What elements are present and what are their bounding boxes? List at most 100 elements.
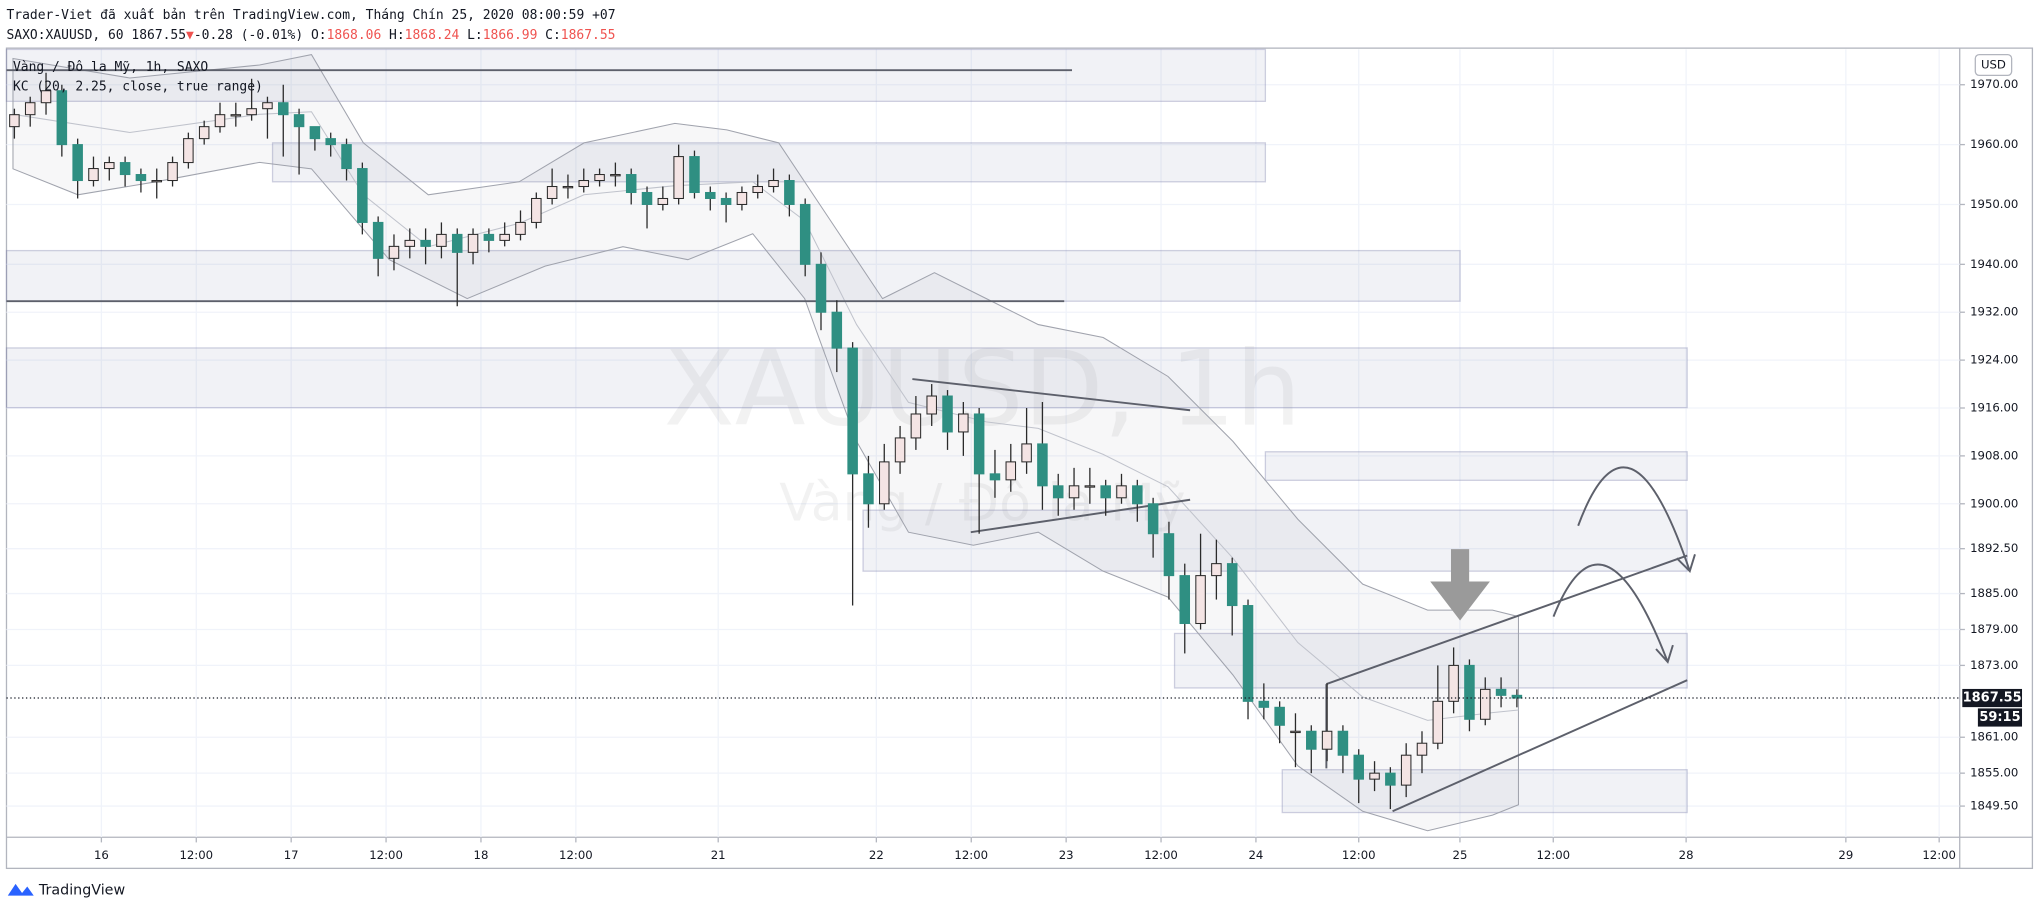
- candle-body: [341, 144, 352, 170]
- watermark-subtitle: Vàng / Đô la Mỹ: [779, 473, 1185, 533]
- candle-body: [942, 395, 953, 433]
- candle-body: [388, 245, 400, 259]
- candle-body: [167, 162, 178, 182]
- x-tick-label: 12:00: [559, 848, 593, 862]
- candle-body: [1037, 443, 1048, 487]
- o-label: O:: [311, 28, 327, 43]
- x-tick-label: 18: [474, 848, 489, 862]
- candle-body: [325, 138, 336, 146]
- candle-body: [784, 180, 795, 205]
- candle-body: [657, 197, 669, 205]
- y-tick-label: 1950.00: [1970, 197, 2018, 211]
- x-tick-label: 12:00: [369, 848, 403, 862]
- candle-body: [546, 185, 558, 200]
- zone: [1281, 769, 1688, 814]
- candle-body: [1416, 742, 1428, 756]
- candle-body: [815, 263, 827, 313]
- candle-body: [436, 233, 447, 247]
- candle-body: [515, 221, 526, 235]
- candle-body: [926, 395, 937, 415]
- candle-body: [309, 126, 321, 140]
- candle-body: [689, 156, 700, 194]
- change: -0.28 (-0.01%): [194, 28, 303, 43]
- y-tick-label: 1885.00: [1970, 586, 2018, 600]
- candle-body: [1084, 485, 1096, 488]
- candle-body: [910, 413, 922, 439]
- publisher-line: Trader-Viet đã xuất bản trên TradingView…: [6, 8, 615, 23]
- zone: [862, 509, 1688, 572]
- candle-body: [610, 174, 621, 177]
- y-tick-label: 1940.00: [1970, 257, 2018, 271]
- candle-body: [1132, 485, 1143, 505]
- x-tick-label: 12:00: [1536, 848, 1570, 862]
- candle-body: [1242, 605, 1254, 702]
- candle-body: [1195, 575, 1206, 625]
- y-tick-label: 1873.00: [1970, 658, 2018, 672]
- countdown-bg: [1977, 708, 2023, 727]
- brand: TradingView: [38, 882, 126, 898]
- candle-body: [768, 180, 779, 188]
- zone: [271, 142, 1267, 183]
- currency[interactable]: USD: [1981, 58, 2006, 72]
- x-tick-label: 25: [1453, 848, 1468, 862]
- high-value: 1868.24: [405, 28, 460, 43]
- down-arrow-icon: [1430, 549, 1490, 621]
- h-label: H:: [389, 28, 405, 43]
- candle-body: [1290, 730, 1301, 734]
- candle-body: [119, 162, 131, 176]
- candle-body: [894, 437, 906, 463]
- x-tick-label: 17: [284, 848, 299, 862]
- x-tick-label: 12:00: [179, 848, 213, 862]
- candle-body: [467, 233, 479, 253]
- candle-body: [1400, 754, 1412, 786]
- y-tick-label: 1879.00: [1970, 622, 2018, 636]
- candle-body: [625, 174, 637, 194]
- candle-body: [1226, 563, 1238, 607]
- y-tick-label: 1970.00: [1970, 77, 2018, 91]
- candle-body: [135, 174, 147, 182]
- candle-body: [104, 162, 115, 170]
- candle-body: [1321, 730, 1333, 750]
- candle-body: [262, 102, 273, 110]
- y-tick-label: 1892.50: [1970, 541, 2018, 555]
- candle-body: [578, 180, 590, 188]
- zone: [5, 48, 1267, 102]
- candle-body: [214, 114, 226, 128]
- candle-body: [1479, 688, 1491, 720]
- x-tick-label: 16: [94, 848, 109, 862]
- x-tick-label: 12:00: [1342, 848, 1376, 862]
- candle-body: [40, 90, 52, 104]
- x-tick-label: 24: [1248, 848, 1263, 862]
- candle-body: [958, 413, 969, 433]
- candle-body: [1068, 485, 1080, 499]
- candle-body: [1179, 575, 1191, 625]
- candle-body: [1369, 772, 1380, 780]
- y-tick-label: 1855.00: [1970, 766, 2018, 780]
- candle-body: [277, 102, 289, 116]
- candle-body: [1511, 694, 1523, 699]
- last-price-box: 1867.55 59:15: [1962, 688, 2023, 727]
- x-tick-label: 12:00: [1144, 848, 1178, 862]
- candle-body: [673, 156, 684, 200]
- y-tick-label: 1849.50: [1970, 799, 2018, 813]
- l-label: L:: [467, 28, 483, 43]
- candle-body: [1464, 664, 1475, 720]
- zone: [5, 249, 1461, 302]
- candle-body: [56, 90, 68, 146]
- candle-body: [799, 203, 811, 265]
- candle-body: [24, 102, 36, 116]
- open-value: 1868.06: [327, 28, 382, 43]
- candle-body: [293, 114, 305, 128]
- candle-body: [1258, 700, 1270, 708]
- candle-body: [151, 180, 163, 183]
- tradingview-logo: [7, 883, 34, 896]
- y-tick-label: 1861.00: [1970, 730, 2018, 744]
- candle-body: [1021, 443, 1032, 463]
- currency-button[interactable]: [1974, 53, 2013, 77]
- zone: [1173, 632, 1688, 689]
- candle-body: [863, 473, 874, 505]
- close-value: 1867.55: [561, 28, 616, 43]
- candle-body: [198, 126, 210, 140]
- last-price-label: 1867.55: [1963, 691, 2022, 706]
- x-tick-label: 22: [869, 848, 884, 862]
